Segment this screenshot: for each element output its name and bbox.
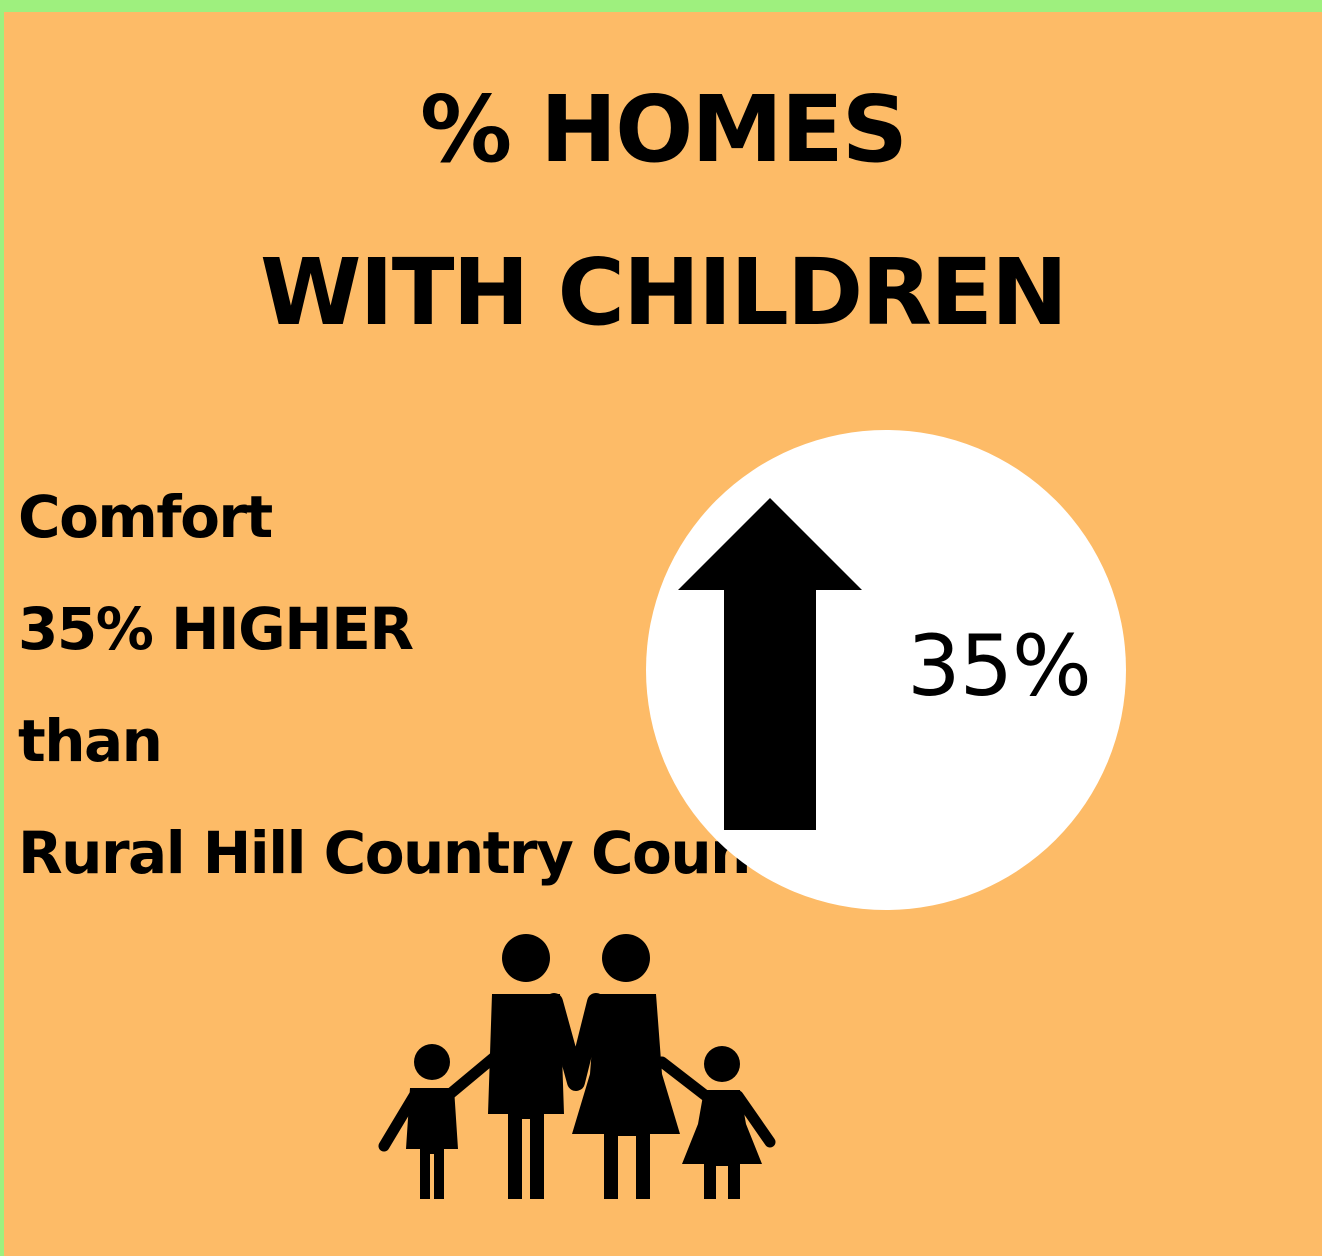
title-line-1: % HOMES <box>419 76 908 183</box>
comparison-value: 35% HIGHER <box>18 595 414 663</box>
up-arrow-icon <box>678 498 862 830</box>
infographic-panel: % HOMES WITH CHILDREN Comfort 35% HIGHER… <box>4 12 1322 1256</box>
comparison-connector: than <box>18 707 163 775</box>
percent-value: 35% <box>907 617 1092 715</box>
family-icon <box>378 934 776 1199</box>
place-name: Comfort <box>18 483 273 551</box>
title-line-2: WITH CHILDREN <box>260 239 1068 346</box>
